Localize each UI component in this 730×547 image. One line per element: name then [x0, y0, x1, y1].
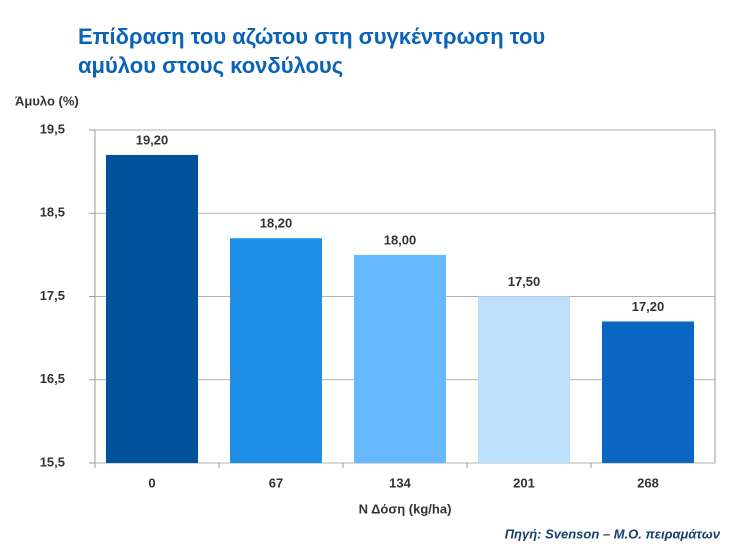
- x-tick-label: 201: [513, 475, 535, 490]
- value-label: 17,20: [632, 299, 665, 314]
- bar: [354, 254, 446, 463]
- chart-title: Επίδραση του αζώτου στη συγκέντρωση του …: [78, 24, 546, 78]
- value-label: 17,50: [508, 274, 541, 289]
- x-tick-label: 0: [148, 475, 155, 490]
- value-label: 18,20: [260, 216, 293, 231]
- y-axis-label: Άμυλο (%): [15, 93, 79, 108]
- y-tick-label: 19,5: [40, 121, 65, 136]
- y-tick-label: 17,5: [40, 288, 65, 303]
- y-tick-label: 15,5: [40, 454, 65, 469]
- y-tick-label: 18,5: [40, 205, 65, 220]
- bar: [230, 238, 322, 463]
- x-tick-label: 134: [389, 475, 411, 490]
- y-tick-label: 16,5: [40, 371, 65, 386]
- bar: [106, 154, 198, 463]
- value-label: 19,20: [136, 132, 169, 147]
- x-tick-label: 67: [269, 475, 283, 490]
- bar: [602, 321, 694, 463]
- bar: [478, 296, 570, 463]
- x-tick-label: 268: [637, 475, 659, 490]
- x-axis-label: Ν Δόση (kg/ha): [359, 501, 452, 516]
- source: Πηγή: Svenson – Μ.Ο. πειραμάτων: [505, 526, 721, 541]
- value-label: 18,00: [384, 232, 417, 247]
